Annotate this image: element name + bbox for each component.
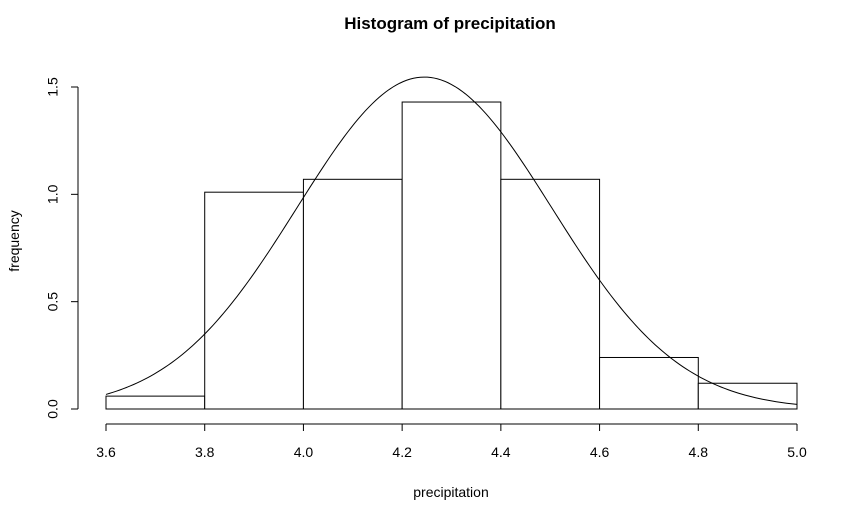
chart-title: Histogram of precipitation (344, 14, 556, 33)
x-tick-label: 3.8 (195, 444, 215, 460)
x-tick-label: 4.0 (294, 444, 314, 460)
histogram-bars (105, 101, 798, 410)
y-tick-label: 1.5 (45, 77, 61, 97)
y-axis-label: frequency (6, 210, 22, 271)
histogram-bar-1 (105, 395, 206, 410)
y-axis: 0.0 0.5 1.0 1.5 (45, 77, 79, 419)
x-tick-label: 5.0 (787, 444, 807, 460)
histogram-bar-2 (204, 191, 304, 410)
x-axis: 3.6 3.8 4.0 4.2 4.4 4.6 4.8 5.0 (96, 423, 807, 460)
x-tick-label: 4.8 (689, 444, 709, 460)
x-tick-label: 4.4 (491, 444, 511, 460)
y-tick-label: 0.0 (45, 399, 61, 419)
x-axis-label: precipitation (413, 484, 489, 500)
x-tick-label: 4.2 (392, 444, 412, 460)
x-tick-label: 4.6 (590, 444, 610, 460)
histogram-bar-6 (599, 356, 699, 410)
histogram-bar-3 (302, 178, 403, 410)
x-tick-label: 3.6 (96, 444, 116, 460)
y-tick-label: 0.5 (45, 292, 61, 312)
density-curve (105, 76, 798, 405)
histogram-bar-5 (500, 178, 601, 410)
histogram-bar-4 (401, 101, 502, 410)
y-tick-label: 1.0 (45, 184, 61, 204)
